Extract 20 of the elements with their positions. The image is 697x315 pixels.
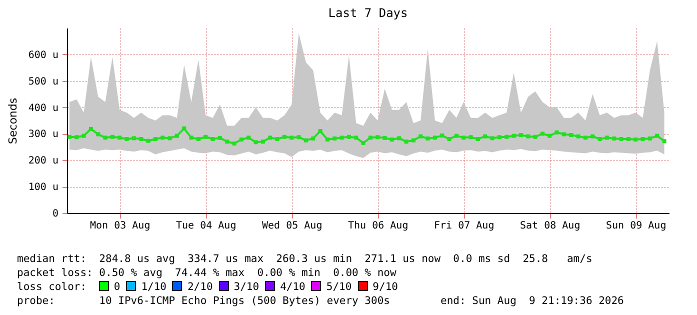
y-tick-label: 200 u bbox=[28, 156, 58, 167]
x-tick-label: Sat 08 Aug bbox=[520, 220, 580, 232]
x-tick-label: Mon 03 Aug bbox=[90, 220, 150, 232]
y-tick-label: 400 u bbox=[28, 102, 58, 114]
text: loss color: 0 1/10 2/10 3/10 4/10 5/10 9/10 bbox=[17, 281, 398, 293]
x-tick-label: Fri 07 Aug bbox=[434, 220, 494, 232]
text: median rtt: 284.8 us avg 334.7 us max 260.3 us min 271.1 us now 0.0 ms sd 25.8 am/s bbox=[17, 252, 594, 266]
y-tick-label: 600 u bbox=[28, 50, 58, 61]
chart-title: Last 7 Days bbox=[328, 6, 408, 20]
text: probe: 10 IPv6-ICMP Echo Pings (500 Bytes) every 300s end: Sun Aug 9 21:19:36 2026 bbox=[17, 294, 624, 308]
y-tick-label: 100 u bbox=[28, 182, 58, 194]
y-tick-label: 0 bbox=[52, 208, 58, 220]
y-tick-label: 300 u bbox=[28, 129, 58, 140]
y-axis-title: Seconds bbox=[6, 98, 20, 144]
x-tick-label: Thu 06 Aug bbox=[348, 220, 408, 232]
text: packet loss: 0.50 % avg 74.44 % max 0.00 % min 0.00 % now bbox=[17, 266, 398, 280]
x-tick-label: Sun 09 Aug bbox=[606, 220, 666, 232]
x-tick-label: Wed 05 Aug bbox=[262, 220, 322, 232]
x-tick-label: Tue 04 Aug bbox=[176, 220, 236, 232]
y-tick-label: 500 u bbox=[28, 76, 58, 88]
